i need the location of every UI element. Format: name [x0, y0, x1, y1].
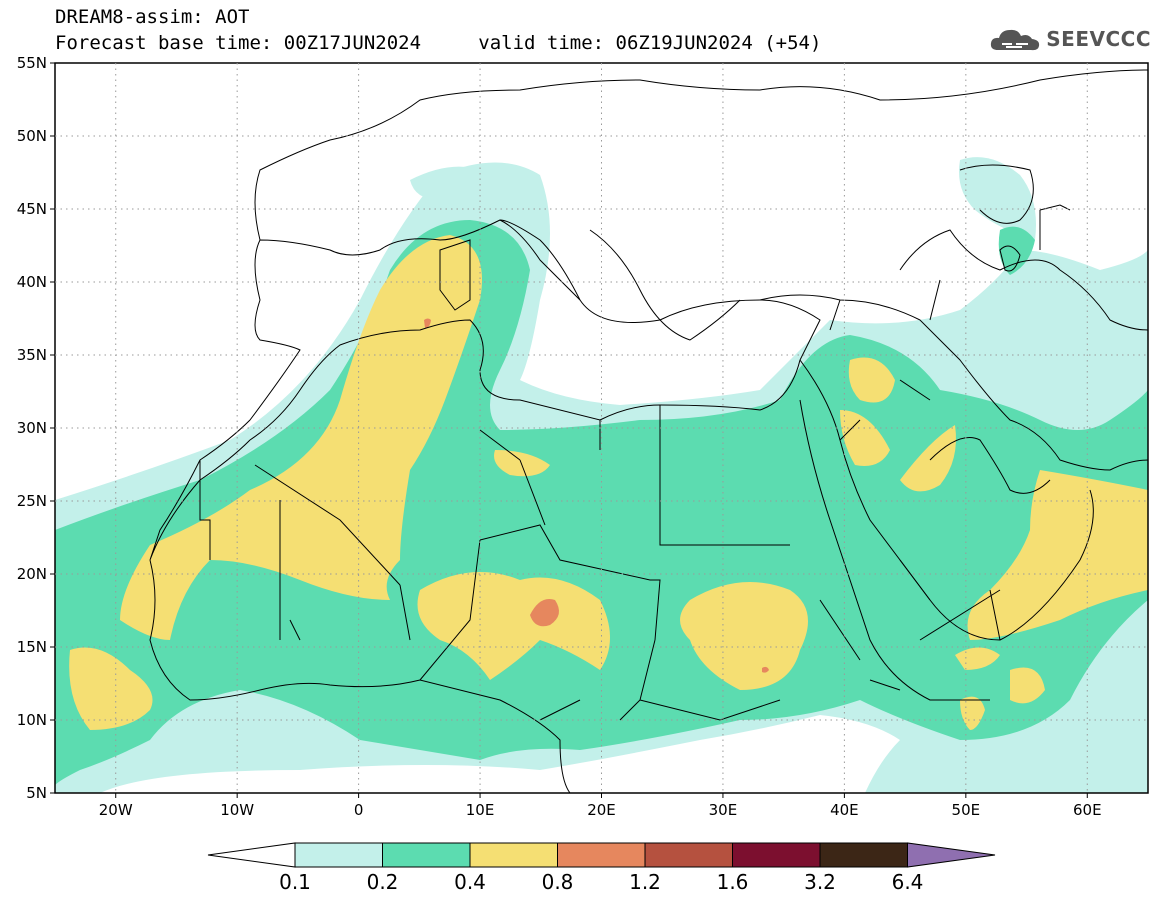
- lat-tick-label: 30N: [17, 419, 47, 437]
- lon-tick-label: 60E: [1073, 801, 1102, 819]
- lat-tick-label: 35N: [17, 346, 47, 364]
- lat-tick-label: 40N: [17, 273, 47, 291]
- lon-tick-label: 50E: [952, 801, 981, 819]
- time-info: Forecast base time: 00Z17JUN2024 valid t…: [55, 32, 821, 54]
- colorbar-under-arrow: [207, 842, 296, 868]
- forecast-base-time: Forecast base time: 00Z17JUN2024: [55, 32, 422, 54]
- lat-axis: 55N 50N 45N 40N 35N 30N 25N 20N 15N 10N 5N: [17, 54, 55, 802]
- lat-tick-label: 50N: [17, 127, 47, 145]
- lon-tick-label: 20W: [99, 801, 133, 819]
- colorbar: 0.1 0.2 0.4 0.8 1.2 1.6 3.2 6.4: [207, 842, 996, 894]
- lon-tick-label: 10E: [466, 801, 495, 819]
- colorbar-over-arrow: [907, 842, 996, 868]
- coastlines: [149, 69, 1148, 793]
- lat-tick-label: 5N: [26, 784, 47, 802]
- colorbar-swatch: [469, 842, 558, 868]
- lat-tick-label: 25N: [17, 492, 47, 510]
- colorbar-label: 0.4: [454, 870, 486, 894]
- logo-text: SEEVCCC: [1046, 27, 1151, 51]
- seevccc-logo: SEEVCCC: [988, 24, 1151, 54]
- lon-tick-label: 30E: [709, 801, 738, 819]
- aot-field: [55, 157, 1148, 793]
- colorbar-swatch: [732, 842, 821, 868]
- lon-tick-label: 20E: [587, 801, 616, 819]
- lat-tick-label: 10N: [17, 711, 47, 729]
- colorbar-swatch: [644, 842, 733, 868]
- colorbar-label: 0.2: [367, 870, 399, 894]
- colorbar-label: 3.2: [804, 870, 836, 894]
- colorbar-swatch: [819, 842, 908, 868]
- colorbar-swatch: [294, 842, 383, 868]
- cloud-icon: [991, 29, 1040, 51]
- colorbar-label: 0.8: [542, 870, 574, 894]
- colorbar-label: 1.2: [629, 870, 661, 894]
- lat-tick-label: 20N: [17, 565, 47, 583]
- lat-tick-label: 55N: [17, 54, 47, 72]
- valid-time: valid time: 06Z19JUN2024 (+54): [478, 32, 822, 54]
- colorbar-swatch: [557, 842, 646, 868]
- lon-tick-label: 40E: [830, 801, 859, 819]
- lat-tick-label: 15N: [17, 638, 47, 656]
- colorbar-label: 0.1: [279, 870, 311, 894]
- lon-axis: 20W 10W 0 10E 20E 30E 40E 50E 60E: [99, 793, 1102, 819]
- gridlines: [55, 63, 1148, 793]
- map-title: DREAM8-assim: AOT: [55, 6, 250, 28]
- colorbar-label: 1.6: [717, 870, 749, 894]
- colorbar-label: 6.4: [892, 870, 924, 894]
- lon-tick-label: 0: [354, 801, 364, 819]
- aot-band-0-8: [424, 318, 769, 673]
- lat-tick-label: 45N: [17, 200, 47, 218]
- lon-tick-label: 10W: [220, 801, 254, 819]
- colorbar-swatch: [382, 842, 471, 868]
